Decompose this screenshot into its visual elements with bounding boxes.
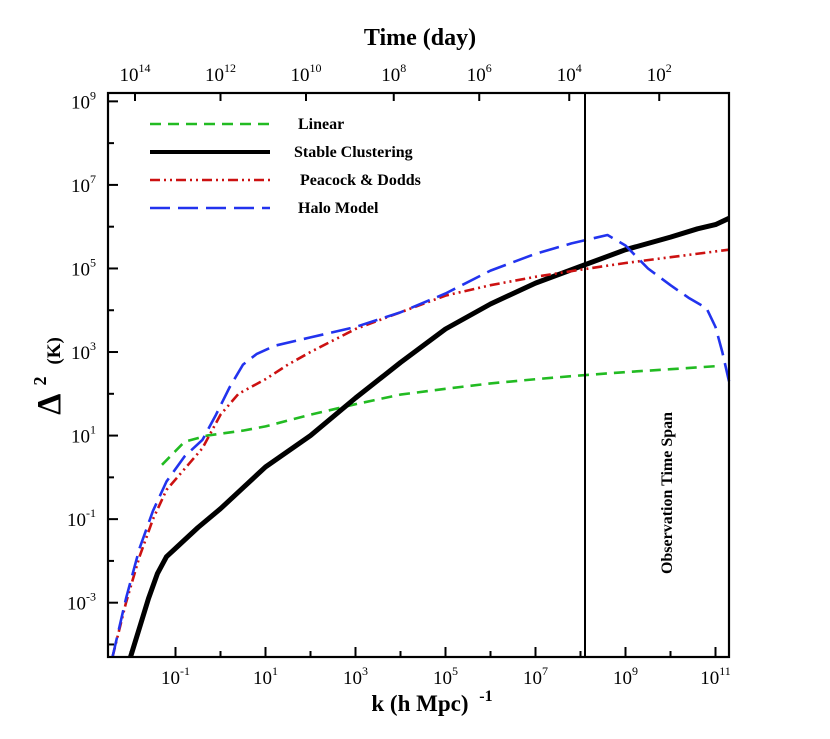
top-tick-label: 104 (557, 61, 582, 86)
x-axis-label-text: k (h Mpc) (371, 691, 468, 716)
y-axis-label-symbol: Δ (31, 394, 68, 415)
series-line-stable-clustering (128, 216, 731, 658)
y-axis-label-unit: (K) (44, 337, 65, 364)
x-axis-label-exp: -1 (479, 688, 492, 705)
x-tick-label: 107 (523, 664, 548, 689)
y-tick-label: 10-3 (67, 590, 96, 615)
legend-label: Halo Model (298, 200, 379, 217)
svg-text:Δ 2 (K): Δ 2 (K) (30, 337, 68, 415)
series-line-peacock-dodds (111, 248, 730, 658)
top-axis-tick-labels: 1014 1012 1010 108 106 104 102 (120, 61, 672, 86)
y-tick-label: 101 (71, 423, 96, 448)
top-tick-label: 1012 (205, 61, 236, 86)
y-axis-label: Δ 2 (K) (30, 337, 68, 415)
x-tick-label: 103 (343, 664, 368, 689)
x-tick-label: 109 (613, 664, 638, 689)
series-line-linear (161, 364, 716, 466)
y-axis-label-exp: 2 (30, 377, 50, 386)
x-tick-label: 101 (253, 664, 278, 689)
series-line-halo-model (111, 233, 731, 658)
x-tick-label: 105 (433, 664, 458, 689)
top-tick-label: 102 (647, 61, 672, 86)
annotation-lines (584, 93, 730, 657)
y-tick-label: 105 (71, 255, 96, 280)
y-tick-label: 109 (71, 88, 96, 113)
x-axis-label: k (h Mpc) -1 (371, 688, 492, 716)
legend-label: Linear (298, 116, 344, 133)
legend: Linear Stable Clustering Peacock & Dodds Ha… (150, 116, 421, 217)
series-group (111, 216, 731, 658)
tick-marks (108, 93, 717, 657)
y-tick-label: 103 (71, 339, 96, 364)
x-tick-label: 1011 (700, 664, 731, 689)
top-tick-label: 1010 (291, 61, 322, 86)
x-axis-tick-labels: 10-1 101 103 105 107 109 1011 (161, 664, 731, 689)
top-tick-label: 108 (381, 61, 406, 86)
y-tick-label: 107 (71, 172, 96, 197)
observation-time-span-label: Observation Time Span (659, 412, 676, 574)
plot-frame (106, 91, 731, 659)
chart-title: Time (day) (364, 25, 476, 51)
legend-label: Stable Clustering (294, 144, 413, 161)
x-tick-label: 10-1 (161, 664, 190, 689)
y-tick-label: 10-1 (67, 506, 96, 531)
top-tick-label: 106 (467, 61, 492, 86)
legend-label: Peacock & Dodds (300, 172, 421, 189)
top-tick-label: 1014 (120, 61, 151, 86)
y-axis-tick-labels: 10-3 10-1 101 103 105 107 109 (67, 88, 96, 614)
